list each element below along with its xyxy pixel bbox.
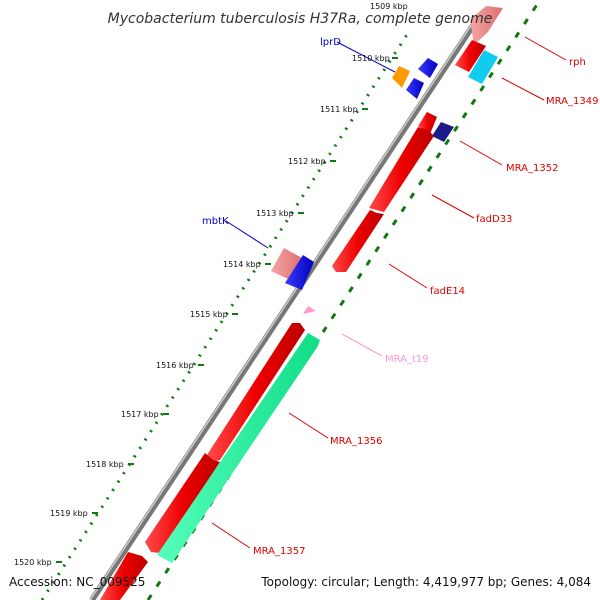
gene-lprD-b[interactable] — [418, 58, 438, 78]
gene-label-MRA_1357: MRA_1357 — [253, 546, 305, 557]
gene-MRA_1356[interactable] — [207, 323, 305, 462]
ruler-tick-label: 1511 kbp — [320, 105, 358, 114]
ruler-tick-label: 1512 kbp — [288, 157, 326, 166]
leader-MRA_1352 — [459, 140, 503, 166]
gene-label-rph: rph — [569, 57, 586, 68]
gene-fadE14[interactable] — [332, 210, 384, 272]
gene-label-fadE14: fadE14 — [430, 286, 465, 297]
gene-mbtK[interactable] — [285, 255, 314, 290]
gene-label-MRA_t19: MRA_t19 — [385, 354, 429, 365]
gene-label-fadD33: fadD33 — [476, 214, 512, 225]
gene-label-lprD: lprD — [320, 37, 341, 48]
gene-MRA_1352b[interactable] — [432, 122, 454, 142]
ruler: 1509 kbp 1510 kbp 1511 kbp 1512 kbp 1513… — [14, 2, 408, 567]
genome-backbone-highlight — [89, 14, 479, 600]
ruler-tick-label: 1513 kbp — [256, 209, 294, 218]
gene-rph[interactable] — [470, 6, 503, 45]
gene-MRA_1349[interactable] — [468, 50, 498, 84]
ruler-tick-label: 1520 kbp — [14, 558, 52, 567]
ruler-tick-label: 1510 kbp — [352, 54, 390, 63]
gene-lprD-c[interactable] — [406, 78, 424, 99]
gene-fadD33[interactable] — [369, 127, 434, 212]
leader-fadE14 — [388, 263, 428, 289]
gene-label-MRA_1352: MRA_1352 — [506, 163, 558, 174]
gene-lprD-a[interactable] — [392, 66, 410, 88]
ruler-tick-label: 1519 kbp — [50, 509, 88, 518]
gene-MRA_1357[interactable] — [157, 333, 320, 563]
gene-MRA_1357-red[interactable] — [100, 552, 148, 600]
topology-text: Topology: circular; Length: 4,419,977 bp… — [260, 575, 591, 589]
dashed-track-inner — [146, 0, 542, 600]
ruler-tick-label: 1515 kbp — [190, 310, 228, 319]
leader-fadD33 — [431, 194, 475, 219]
leader-lprD — [336, 41, 396, 73]
gene-label-mbtK: mbtK — [202, 216, 229, 227]
gene-MRA_t19[interactable] — [303, 306, 316, 314]
ruler-tick-label: 1517 kbp — [121, 410, 159, 419]
ruler-tick-label: 1518 kbp — [86, 460, 124, 469]
leader-MRA_1356 — [288, 412, 329, 439]
gene-rph-red[interactable] — [455, 40, 486, 72]
leader-MRA_t19 — [341, 333, 383, 357]
map-title: Mycobacterium tuberculosis H37Ra, comple… — [108, 11, 493, 27]
gene-label-MRA_1349: MRA_1349 — [546, 96, 598, 107]
leader-MRA_1349 — [501, 77, 545, 101]
ruler-tick-label: 1514 kbp — [223, 260, 261, 269]
ruler-tick-label: 1509 kbp — [370, 2, 408, 11]
leader-rph — [524, 36, 567, 61]
leader-MRA_1357 — [211, 522, 251, 549]
ruler-tick-label: 1516 kbp — [156, 361, 194, 370]
gene-MRA_1356b[interactable] — [145, 453, 220, 553]
gene-label-MRA_1356: MRA_1356 — [330, 436, 382, 447]
leader-mbtK — [225, 220, 269, 249]
genome-backbone — [89, 13, 483, 600]
accession-text: Accession: NC_009525 — [9, 575, 145, 589]
